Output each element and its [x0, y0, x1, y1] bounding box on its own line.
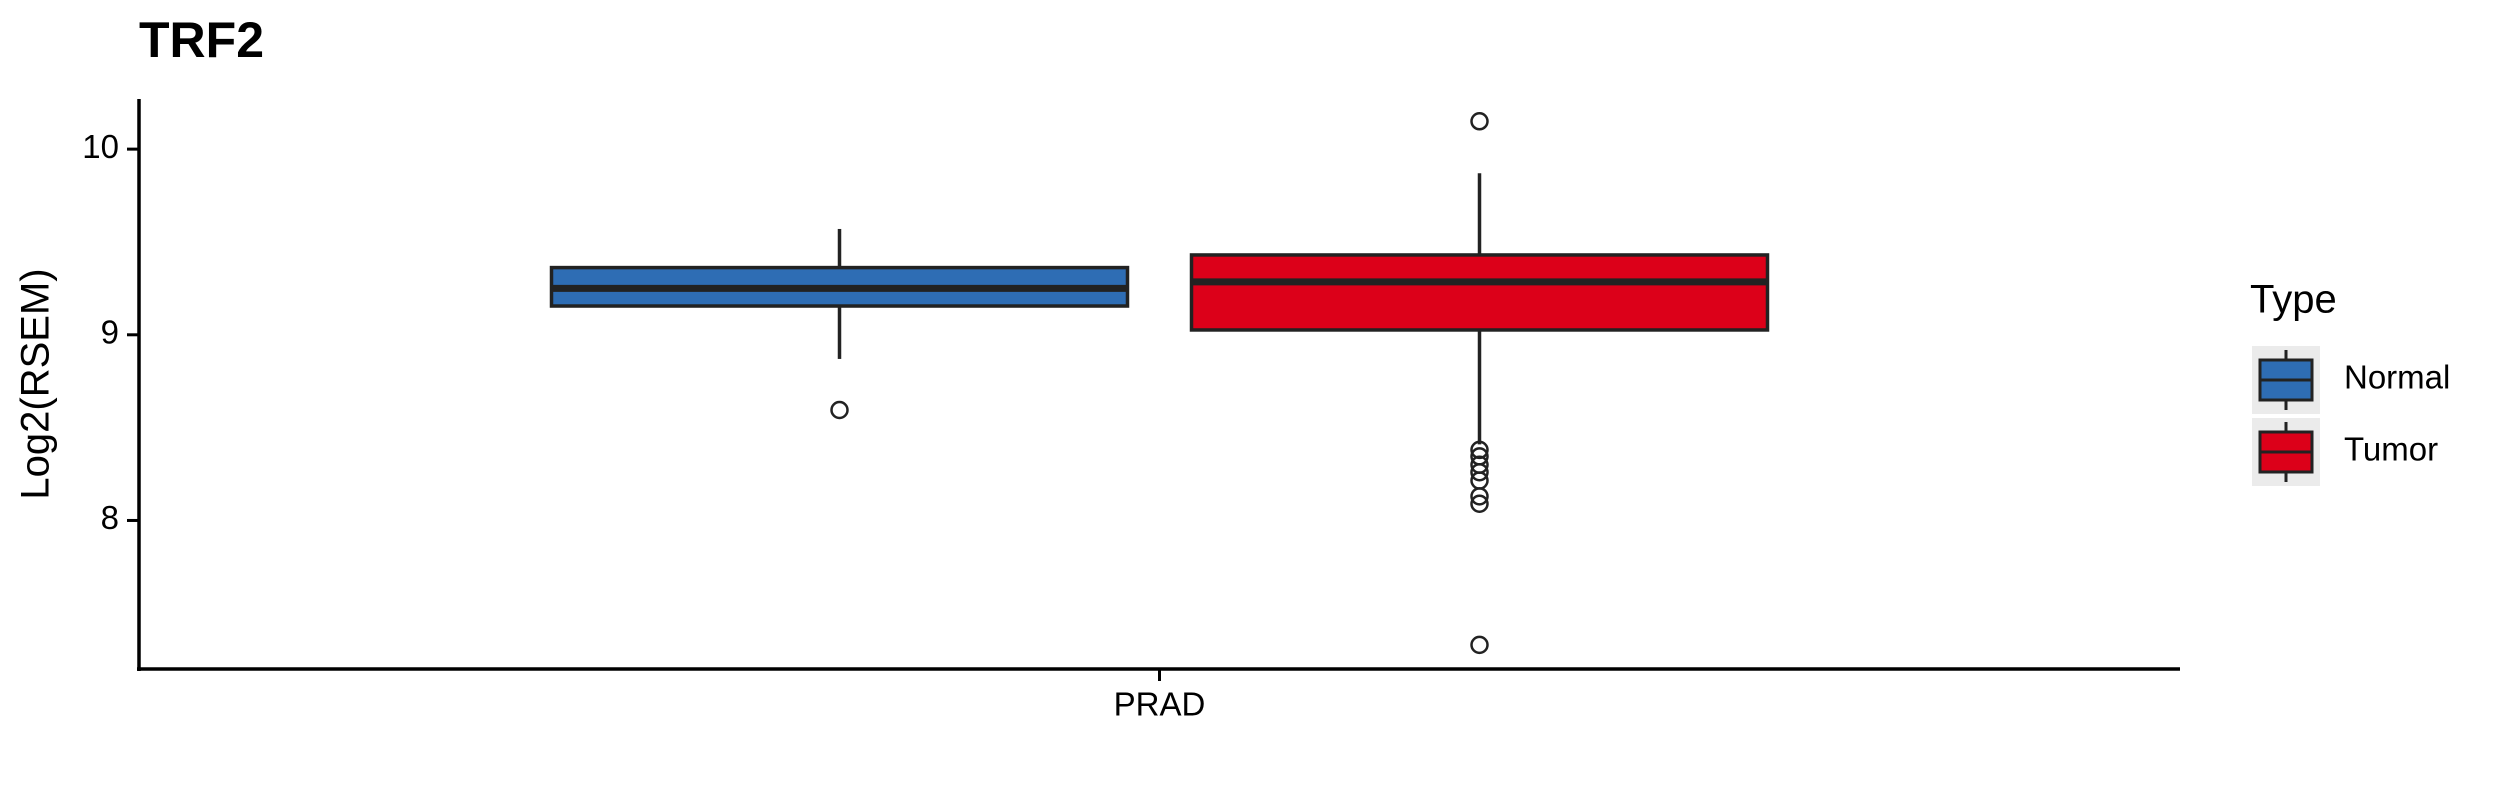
box [1189, 253, 1770, 332]
outlier [830, 400, 849, 420]
y-axis-label: Log2(RSEM) [14, 268, 58, 499]
outlier [1470, 487, 1489, 506]
outlier [1470, 112, 1489, 131]
chart-title: TRF2 [139, 12, 264, 68]
y-tick-label: 10 [82, 128, 119, 165]
outlier [1470, 494, 1489, 514]
legend-label: Normal [2344, 359, 2450, 396]
legend-label: Tumor [2344, 431, 2438, 468]
y-tick-label: 9 [101, 314, 119, 351]
x-tick-label: PRAD [1114, 686, 1206, 723]
y-tick-label: 8 [101, 499, 119, 536]
outlier [1470, 635, 1489, 655]
legend-title: Type [2250, 278, 2337, 322]
outlier [1470, 462, 1489, 482]
